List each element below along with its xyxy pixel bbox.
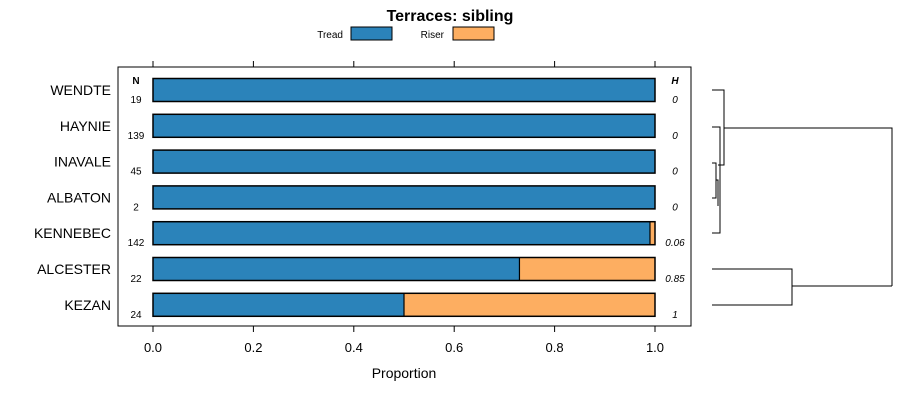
dendrogram-branch [724, 127, 893, 286]
dendrogram-branch [712, 126, 721, 182]
category-label: INAVALE [54, 154, 111, 170]
dendrogram-branch [712, 182, 721, 234]
bar-segment-tread-alcester [153, 257, 520, 281]
n-value: 2 [133, 202, 139, 213]
legend: Tread Riser [317, 26, 495, 41]
legend-swatch-riser [452, 26, 495, 41]
bar-outline-alcester [152, 256, 656, 282]
n-value: 24 [130, 310, 142, 321]
x-axis: 0.0 0.2 0.4 0.6 0.8 1.0 [144, 61, 664, 355]
n-value: 45 [130, 167, 142, 178]
x-tick-label: 0.4 [345, 340, 363, 355]
category-label: HAYNIE [60, 118, 111, 134]
legend-label-riser: Riser [421, 30, 445, 41]
legend-swatch-tread [350, 26, 393, 41]
bar-outline-wendte [152, 77, 656, 103]
x-tick-label: 1.0 [646, 340, 664, 355]
h-value: 0 [672, 202, 678, 213]
bar-outline-haynie [152, 113, 656, 139]
bar-segment-riser-kennebec [649, 221, 655, 245]
n-values: 19 139 45 2 142 22 24 [128, 95, 145, 321]
n-value: 142 [128, 238, 145, 249]
legend-label-tread: Tread [317, 30, 343, 41]
x-tick-label: 0.2 [244, 340, 262, 355]
x-axis-title: Proportion [372, 365, 437, 381]
dendrogram [712, 89, 893, 306]
dendrogram-branch [716, 179, 719, 206]
n-value: 22 [130, 274, 142, 285]
dendrogram-branch [712, 162, 717, 199]
h-value: 1 [672, 310, 678, 321]
chart-title: Terraces: sibling [387, 8, 514, 25]
n-value: 19 [130, 95, 142, 106]
bars-layer [152, 77, 656, 318]
category-label: WENDTE [50, 82, 111, 98]
bar-segment-tread-wendte [153, 78, 655, 102]
n-value: 139 [128, 131, 145, 142]
bar-segment-tread-kezan [153, 293, 404, 317]
category-label: KENNEBEC [34, 225, 111, 241]
category-label: ALCESTER [37, 261, 111, 277]
h-column-header: H [671, 76, 679, 87]
bar-segment-tread-albaton [153, 185, 655, 209]
category-label: ALBATON [47, 189, 111, 205]
x-tick-label: 0.0 [144, 340, 162, 355]
bar-outline-kennebec [152, 220, 656, 246]
bar-segment-tread-inavale [153, 150, 655, 174]
h-values: 0 0 0 0 0.06 0.85 1 [665, 95, 685, 321]
bar-segment-riser-alcester [519, 257, 655, 281]
h-value: 0 [672, 167, 678, 178]
n-column-header: N [132, 76, 139, 87]
category-label: KEZAN [64, 297, 111, 313]
plot-frame [117, 66, 692, 327]
h-value: 0 [672, 95, 678, 106]
bar-segment-tread-haynie [153, 114, 655, 138]
bar-segment-tread-kennebec [153, 221, 650, 245]
bar-outline-albaton [152, 185, 656, 210]
x-tick-label: 0.8 [546, 340, 564, 355]
h-value: 0.06 [665, 238, 685, 249]
h-value: 0 [672, 131, 678, 142]
h-value: 0.85 [665, 274, 685, 285]
category-labels: WENDTE HAYNIE INAVALE ALBATON KENNEBEC ALCEST… [34, 82, 111, 313]
x-tick-label: 0.6 [445, 340, 463, 355]
bar-segment-riser-kezan [404, 293, 655, 317]
bar-outline-inavale [152, 149, 656, 174]
dendrogram-branch [712, 268, 793, 306]
